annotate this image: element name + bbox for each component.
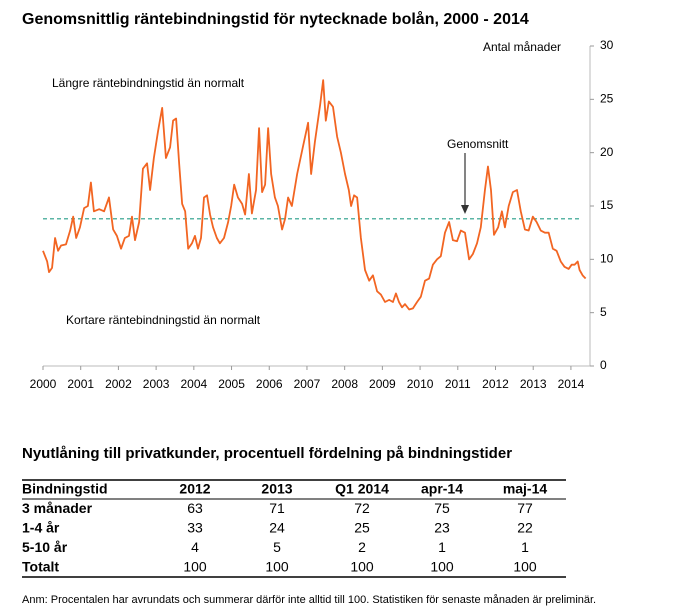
table-cell: 100 — [430, 559, 454, 575]
x-tick-label: 2012 — [482, 377, 509, 391]
x-tick-label: 2001 — [67, 377, 94, 391]
table-cell: 1 — [438, 539, 446, 555]
table-header: Q1 2014 — [335, 481, 389, 497]
table-cell: 75 — [434, 500, 450, 516]
table-cell: 24 — [269, 520, 285, 536]
table-cell: 100 — [350, 559, 374, 575]
table-cell: 3 månader — [22, 500, 93, 516]
y-axis-label: Antal månader — [483, 40, 561, 54]
table-cell: 33 — [187, 520, 203, 536]
table-title: Nyutlåning till privatkunder, procentuel… — [22, 445, 512, 462]
table-cell: 100 — [265, 559, 289, 575]
annotation: Längre räntebindningstid än normalt — [52, 76, 245, 90]
y-tick-label: 5 — [600, 305, 607, 319]
x-tick-label: 2003 — [143, 377, 170, 391]
table-header: maj-14 — [503, 481, 548, 497]
chart-title: Genomsnittlig räntebindningstid för nyte… — [22, 10, 529, 28]
arrow-head — [461, 205, 469, 214]
table-cell: 5-10 år — [22, 539, 68, 555]
table-header: 2012 — [179, 481, 210, 497]
table-header: Bindningstid — [22, 481, 108, 497]
x-tick-label: 2000 — [30, 377, 57, 391]
y-tick-label: 0 — [600, 358, 607, 372]
y-tick-label: 10 — [600, 252, 614, 266]
x-tick-label: 2006 — [256, 377, 283, 391]
data-line — [42, 79, 587, 311]
table-cell: 1 — [521, 539, 529, 555]
x-tick-label: 2005 — [218, 377, 245, 391]
table-header: apr-14 — [421, 481, 463, 497]
table-cell: 77 — [517, 500, 533, 516]
table-cell: 100 — [513, 559, 537, 575]
table-cell: 23 — [434, 520, 450, 536]
y-tick-label: 25 — [600, 92, 614, 106]
x-tick-label: 2004 — [180, 377, 207, 391]
table-cell: 22 — [517, 520, 533, 536]
table-cell: 71 — [269, 500, 285, 516]
table-cell: 25 — [354, 520, 370, 536]
x-tick-label: 2010 — [407, 377, 434, 391]
table-cell: 2 — [358, 539, 366, 555]
table-cell: 4 — [191, 539, 199, 555]
table-cell: 72 — [354, 500, 370, 516]
x-tick-label: 2009 — [369, 377, 396, 391]
y-tick-label: 20 — [600, 145, 614, 159]
table-cell: 100 — [183, 559, 207, 575]
x-tick-label: 2013 — [520, 377, 547, 391]
x-tick-label: 2008 — [331, 377, 358, 391]
y-tick-label: 30 — [600, 38, 614, 52]
annotation: Genomsnitt — [447, 137, 509, 151]
annotation: Kortare räntebindningstid än normalt — [66, 313, 261, 327]
table-header: 2013 — [261, 481, 292, 497]
x-tick-label: 2002 — [105, 377, 132, 391]
table-cell: 63 — [187, 500, 203, 516]
x-tick-label: 2014 — [558, 377, 585, 391]
table-cell: 1-4 år — [22, 520, 60, 536]
x-tick-label: 2011 — [445, 377, 471, 391]
y-tick-label: 15 — [600, 198, 614, 212]
table-cell: Totalt — [22, 559, 59, 575]
table-cell: 5 — [273, 539, 281, 555]
x-tick-label: 2007 — [294, 377, 321, 391]
table-note: Anm: Procentalen har avrundats och summe… — [22, 594, 596, 606]
